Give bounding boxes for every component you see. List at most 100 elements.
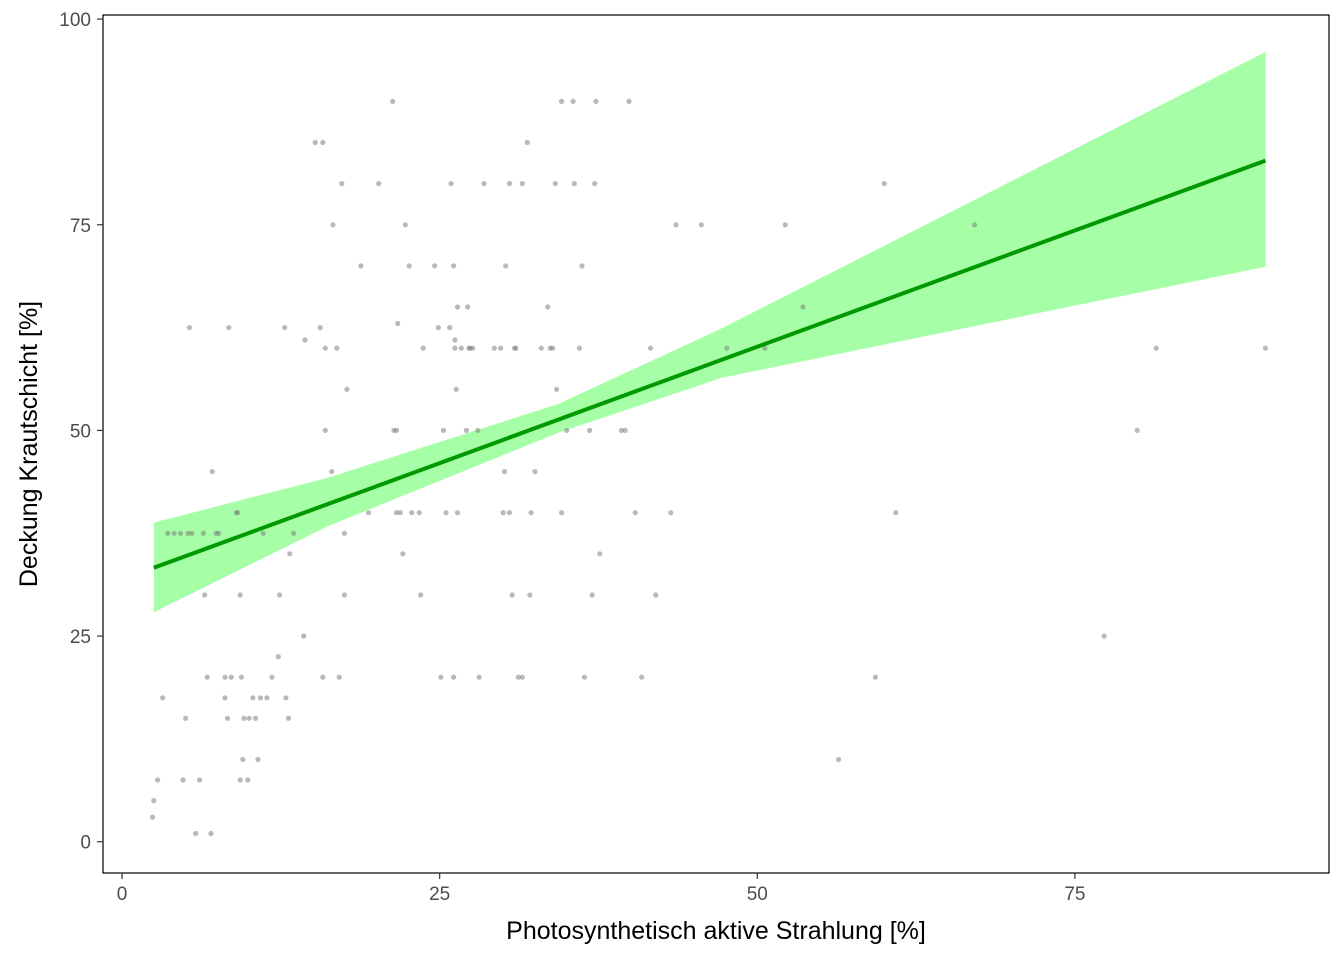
- data-point: [836, 756, 842, 763]
- data-point: [237, 777, 243, 783]
- y-axis: 0 25 50 75 100: [59, 10, 103, 854]
- data-point: [155, 777, 161, 783]
- data-point: [228, 674, 234, 680]
- data-point: [554, 386, 560, 392]
- data-point: [564, 427, 570, 433]
- data-point: [365, 510, 372, 516]
- data-point: [589, 592, 595, 598]
- data-point: [393, 510, 400, 516]
- data-point: [1101, 633, 1107, 639]
- data-point: [216, 530, 222, 536]
- data-point: [872, 674, 879, 680]
- data-point: [204, 674, 210, 680]
- data-point: [435, 325, 441, 331]
- data-point: [330, 222, 336, 228]
- data-point: [501, 469, 508, 475]
- data-point: [302, 337, 308, 343]
- data-point: [320, 139, 326, 146]
- data-point: [322, 345, 328, 351]
- data-point: [341, 530, 347, 536]
- data-point: [285, 715, 292, 721]
- data-point: [475, 427, 481, 433]
- data-point: [506, 181, 513, 187]
- data-point: [452, 345, 458, 351]
- data-point: [447, 325, 453, 331]
- data-point: [180, 777, 186, 783]
- x-tick-label: 25: [429, 884, 450, 905]
- data-point: [971, 222, 978, 228]
- data-point: [532, 469, 538, 475]
- data-point: [341, 592, 347, 598]
- data-point: [618, 427, 625, 433]
- data-point: [570, 98, 576, 104]
- data-point: [275, 654, 281, 660]
- data-point: [481, 181, 487, 187]
- confidence-band-layer: [153, 52, 1266, 613]
- data-point: [893, 510, 899, 516]
- data-point: [524, 139, 530, 146]
- data-point: [193, 830, 199, 837]
- data-point: [149, 814, 156, 820]
- data-point: [528, 510, 534, 516]
- data-point: [592, 181, 598, 187]
- data-point: [320, 674, 326, 680]
- data-point: [312, 139, 318, 146]
- data-point: [545, 304, 551, 310]
- data-point: [454, 510, 461, 516]
- data-point: [222, 695, 228, 701]
- data-point: [538, 345, 544, 351]
- x-tick-label: 50: [747, 884, 768, 905]
- data-point: [329, 469, 335, 475]
- data-point: [527, 592, 533, 598]
- data-point: [498, 345, 504, 351]
- data-point: [402, 222, 408, 228]
- data-point: [344, 386, 350, 392]
- data-point: [463, 427, 469, 433]
- data-point: [668, 510, 674, 516]
- data-point: [189, 530, 195, 536]
- data-point: [252, 715, 259, 721]
- data-point: [400, 551, 406, 557]
- data-point: [200, 530, 206, 536]
- data-point: [587, 427, 593, 433]
- data-point: [506, 510, 513, 516]
- data-point: [269, 674, 275, 680]
- x-tick-label: 0: [117, 884, 128, 905]
- y-tick-label: 0: [80, 833, 91, 854]
- data-point: [500, 510, 506, 516]
- x-axis: 0 25 50 75: [117, 873, 1085, 905]
- data-point: [224, 715, 231, 721]
- data-point: [334, 345, 340, 351]
- data-point: [1153, 345, 1159, 351]
- data-point: [448, 181, 454, 187]
- data-point: [395, 320, 401, 327]
- data-point: [597, 551, 603, 557]
- x-tick-label: 75: [1064, 884, 1085, 905]
- data-point: [358, 263, 364, 269]
- data-point: [235, 510, 241, 516]
- regression-line: [153, 158, 1267, 570]
- data-point: [881, 181, 887, 187]
- data-point: [240, 756, 246, 763]
- data-point: [237, 592, 243, 598]
- data-point: [264, 695, 270, 701]
- data-point: [503, 263, 509, 269]
- data-point: [393, 427, 400, 433]
- data-point: [376, 181, 382, 187]
- data-point: [800, 304, 806, 310]
- data-point: [576, 345, 583, 351]
- data-point: [454, 304, 461, 310]
- data-point: [653, 592, 659, 598]
- data-point: [291, 530, 297, 536]
- data-point: [171, 530, 177, 536]
- data-point: [420, 345, 426, 351]
- data-point: [282, 325, 288, 331]
- data-point: [238, 674, 245, 680]
- data-point: [515, 674, 522, 680]
- data-point: [317, 325, 323, 331]
- data-point: [406, 263, 412, 269]
- data-point: [632, 510, 638, 516]
- confidence-band: [153, 52, 1266, 613]
- data-point: [552, 181, 558, 187]
- data-point: [639, 674, 645, 680]
